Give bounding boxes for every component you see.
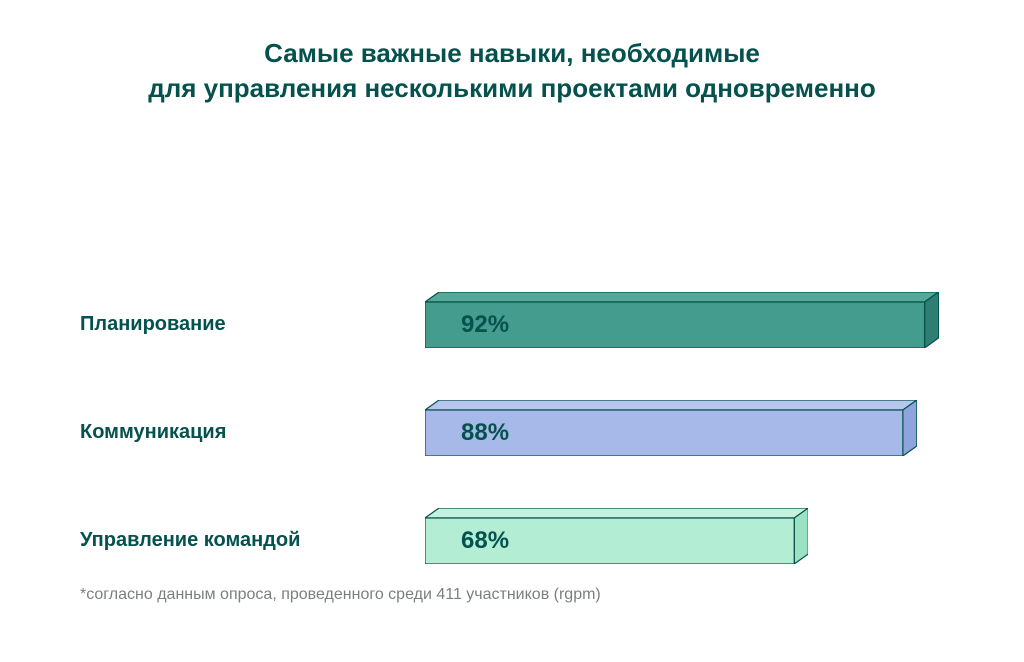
bar-face-top bbox=[425, 400, 917, 410]
bar-value: 92% bbox=[461, 311, 509, 339]
bar-label: Управление командой bbox=[80, 529, 300, 552]
bar: 68% bbox=[425, 508, 808, 564]
chart-row: Управление командой 68% bbox=[0, 508, 1024, 564]
bar-face-right bbox=[903, 400, 917, 456]
bar-value: 88% bbox=[461, 419, 509, 447]
chart-row: Коммуникация 88% bbox=[0, 400, 1024, 456]
bar-face-top bbox=[425, 292, 939, 302]
chart-title: Самые важные навыки, необходимыедля упра… bbox=[0, 0, 1024, 106]
chart-container: Самые важные навыки, необходимыедля упра… bbox=[0, 0, 1024, 662]
bar: 88% bbox=[425, 400, 917, 456]
bar-label: Коммуникация bbox=[80, 421, 226, 444]
bar: 92% bbox=[425, 292, 939, 348]
chart-footnote: *согласно данным опроса, проведенного ср… bbox=[80, 586, 601, 604]
bar-face-right bbox=[925, 292, 939, 348]
chart-row: Планирование 92% bbox=[0, 292, 1024, 348]
bar-face-right bbox=[794, 508, 808, 564]
bar-label: Планирование bbox=[80, 313, 226, 336]
bar-value: 68% bbox=[461, 527, 509, 555]
bar-face-top bbox=[425, 508, 808, 518]
